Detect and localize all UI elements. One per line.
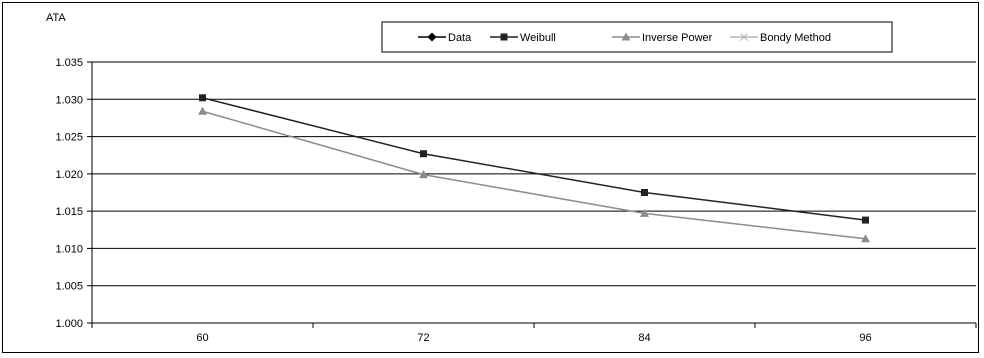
legend: Data Weibull Inverse Power Bondy Method [381,21,893,53]
x-tick-label: 84 [638,332,650,344]
inverse-power-line [202,110,866,240]
weibull-line [202,97,866,221]
legend-label-inverse-power: Inverse Power [642,32,713,44]
weibull-point [199,94,206,102]
legend-marker-weibull [500,33,508,41]
weibull-point [641,189,648,196]
y-tick-label: 1.010 [55,243,83,255]
y-tick-label: 1.025 [55,132,83,144]
y-axis-label: ATA [46,12,66,24]
series-group [198,94,870,243]
axes: 1.000 1.005 1.010 1.015 1.020 1.025 1.030 1.035… [55,57,977,344]
x-tick-label: 96 [859,332,871,344]
chart-frame [2,2,979,353]
y-tick-label: 1.005 [55,281,83,293]
gridlines [92,61,976,324]
y-tick-label: 1.000 [55,318,83,330]
legend-label-bondy-method: Bondy Method [760,32,831,44]
y-tick-label: 1.015 [55,206,83,218]
legend-marker-bondy-method [740,33,748,41]
weibull-point [420,150,427,158]
legend-marker-data [427,32,437,42]
inverse-power-point [861,234,870,243]
x-tick-label: 60 [196,332,208,344]
inverse-power-point [419,170,428,179]
inverse-power-point [198,106,207,115]
y-tick-label: 1.035 [55,57,83,69]
y-tick-label: 1.020 [55,169,83,181]
legend-marker-inverse-power [621,32,631,41]
legend-label-data: Data [448,32,472,44]
legend-box [381,21,893,53]
inverse-power-point [640,208,649,217]
weibull-point [862,216,869,224]
y-tick-label: 1.030 [55,94,83,106]
x-tick-label: 72 [417,332,429,344]
legend-label-weibull: Weibull [520,32,556,44]
